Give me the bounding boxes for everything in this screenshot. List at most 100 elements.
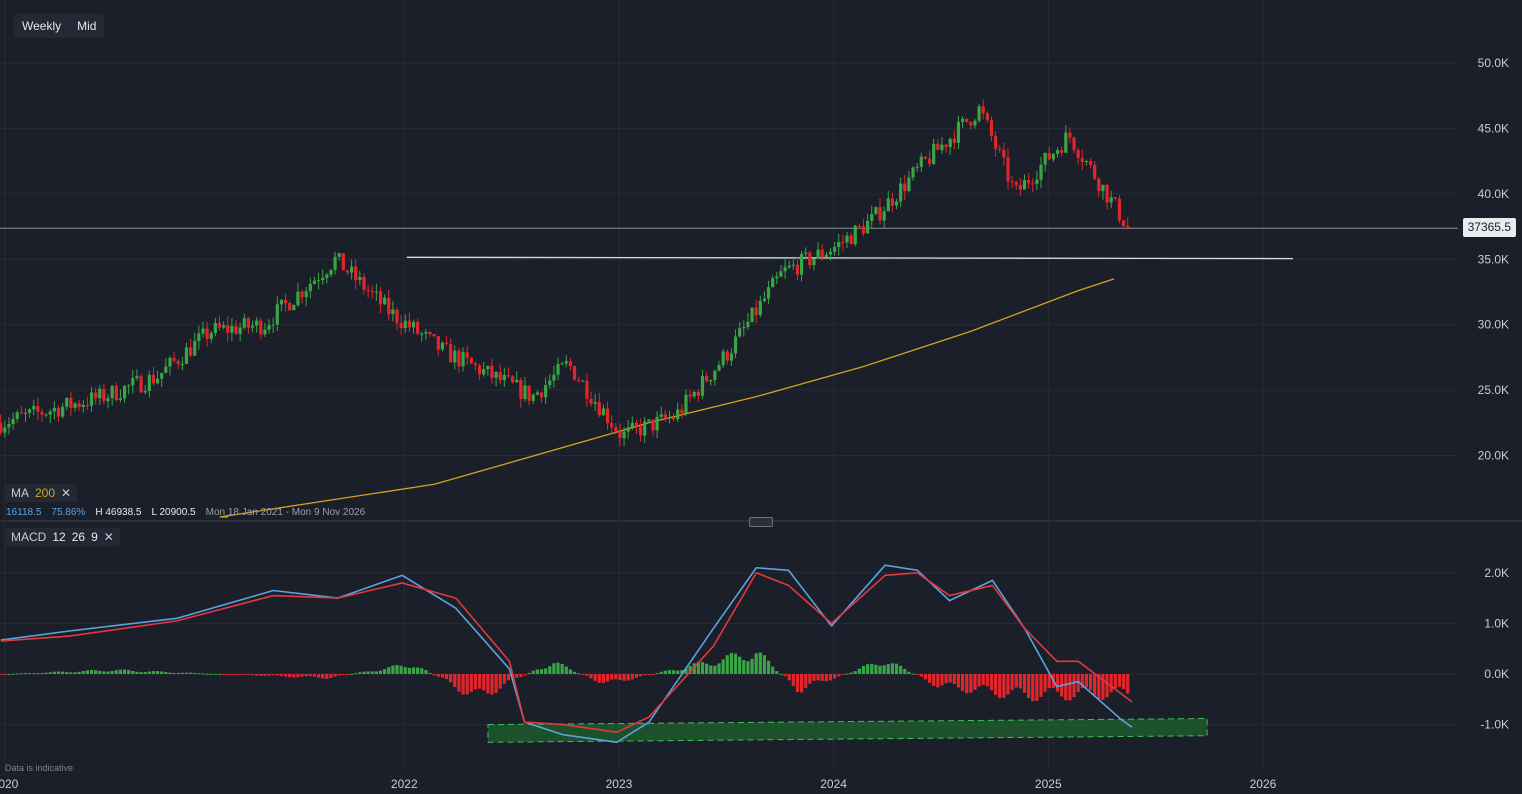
candle-body: [672, 417, 676, 420]
candle-body: [255, 320, 259, 326]
macd-histogram-bar: [28, 673, 32, 675]
axes-layer: 50.0K 45.0K 40.0K 35.0K 30.0K 25.0K 20.0K 2.0K 1…: [0, 56, 1509, 791]
macd-histogram-bar: [907, 671, 911, 674]
macd-histogram-bar: [44, 672, 48, 674]
macd-histogram-bar: [692, 663, 696, 674]
macd-histogram-bar: [956, 674, 961, 688]
stat-value: 16118.5: [6, 507, 42, 518]
macd-histogram-bar: [304, 674, 308, 677]
candle-body: [11, 418, 15, 425]
macd-histogram-bar: [449, 674, 453, 683]
candle-body: [453, 350, 457, 363]
macd-histogram-bar: [667, 670, 672, 674]
candle-body: [416, 322, 420, 334]
macd-histogram-bar: [1117, 674, 1122, 687]
macd-histogram-bar: [15, 673, 19, 675]
macd-histogram-bar: [118, 669, 123, 674]
macd-histogram-bar: [7, 673, 11, 675]
candle-body: [944, 144, 948, 148]
macd-histogram-bar: [329, 674, 333, 678]
candle-body: [127, 385, 131, 387]
macd-histogram-bar: [308, 674, 312, 677]
macd-histogram-bar: [473, 674, 478, 690]
macd-histogram-bar: [552, 663, 556, 674]
candle-body: [465, 352, 469, 358]
macd-histogram-bar: [610, 674, 614, 680]
macd-name: MACD: [11, 530, 47, 544]
macd-histogram-bar: [1093, 674, 1097, 696]
candle-body: [23, 412, 28, 414]
candle-body: [985, 113, 989, 121]
macd-histogram-bar: [176, 672, 180, 674]
macd-histogram-bar: [213, 673, 217, 675]
macd-histogram-bar: [1027, 674, 1031, 699]
macd-histogram-bar: [453, 674, 457, 687]
macd-histogram-bar: [634, 674, 639, 678]
candle-body: [378, 291, 383, 305]
candle-body: [837, 242, 841, 247]
macd-histogram-bar: [288, 674, 292, 678]
macd-lines-layer: [0, 564, 1133, 744]
macd-histogram-bar: [1080, 674, 1084, 689]
candle-body: [329, 269, 333, 275]
candle-body: [32, 406, 36, 410]
macd-histogram-bar: [164, 672, 168, 674]
macd-close-icon[interactable]: ✕: [103, 530, 114, 544]
candle-body: [321, 277, 325, 281]
macd-histogram-bar: [952, 674, 956, 684]
pane-resize-handle[interactable]: [749, 517, 773, 527]
candle-body: [61, 406, 65, 417]
macd-histogram-bar: [366, 671, 370, 674]
candle-body: [936, 143, 940, 150]
macd-histogram-bar: [1010, 674, 1014, 691]
macd-histogram-bar: [1031, 674, 1035, 702]
candle-body: [362, 277, 366, 290]
macd-histogram-bar: [589, 674, 593, 679]
candle-body: [370, 291, 374, 293]
timeframe-weekly-button[interactable]: Weekly: [22, 19, 62, 33]
candle-body: [1093, 164, 1097, 179]
macd-histogram-bar: [52, 671, 56, 674]
candle-body: [969, 122, 973, 126]
candle-body: [15, 412, 19, 419]
macd-histogram-bar: [486, 674, 490, 694]
candle-body: [994, 136, 998, 149]
candle-body: [845, 235, 849, 243]
candle-body: [824, 254, 828, 257]
macd-histogram-bar: [775, 671, 779, 674]
macd-signal: 9: [91, 530, 98, 544]
candle-body: [973, 120, 977, 126]
ma-close-icon[interactable]: ✕: [61, 486, 72, 500]
candle-body: [469, 357, 473, 364]
candle-body: [630, 422, 634, 428]
macd-histogram-bar: [184, 672, 189, 674]
candle-body: [833, 246, 837, 252]
macd-histogram-bar: [605, 674, 610, 682]
candle-body: [626, 427, 630, 432]
candle-body: [548, 380, 552, 386]
candle-body: [3, 427, 7, 433]
macd-histogram-bar: [816, 674, 820, 681]
candle-body: [585, 380, 589, 399]
price-type-mid-button[interactable]: Mid: [77, 19, 97, 33]
candle-body: [168, 357, 172, 367]
ma-indicator-label[interactable]: MA 200 ✕: [5, 484, 78, 502]
macd-histogram-bar: [110, 670, 114, 674]
macd-histogram-bar: [758, 652, 762, 674]
candle-body: [304, 291, 308, 298]
macd-histogram-bar: [544, 668, 548, 674]
macd-histogram-bar: [936, 674, 940, 688]
macd-histogram-bar: [56, 671, 61, 674]
macd-histogram-bar: [98, 670, 102, 674]
candle-body: [655, 416, 659, 431]
candle-body: [387, 297, 391, 315]
macd-histogram-bar: [721, 659, 725, 674]
macd-indicator-label[interactable]: MACD 12 26 9 ✕: [5, 528, 120, 546]
candle-body: [1060, 150, 1064, 153]
macd-histogram-bar: [804, 674, 808, 688]
candle-body: [490, 365, 494, 378]
candle-body: [52, 407, 56, 412]
macd-histogram-bar: [614, 674, 618, 680]
candle-body: [383, 297, 387, 305]
